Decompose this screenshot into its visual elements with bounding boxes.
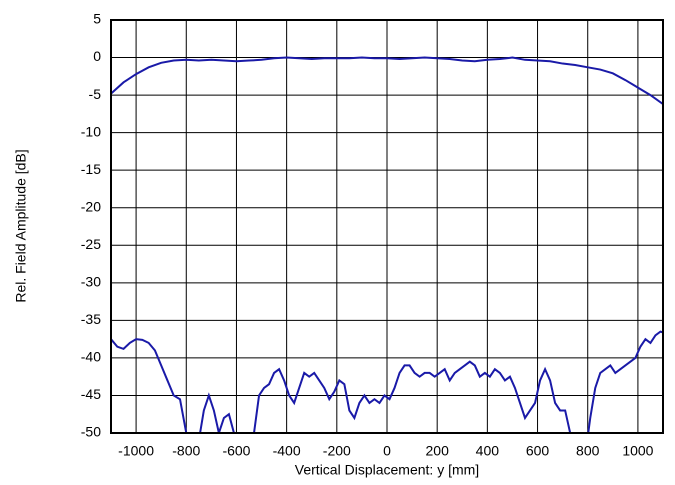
- y-tick-label: -35: [81, 311, 101, 327]
- x-tick-label: -1000: [118, 443, 154, 459]
- data-line: [111, 330, 663, 433]
- x-axis-label: Vertical Displacement: y [mm]: [295, 462, 479, 478]
- plot-frame: [110, 19, 664, 434]
- x-tick-label: -200: [323, 443, 351, 459]
- y-tick-label: -45: [81, 386, 101, 402]
- y-tick-label: -15: [81, 161, 101, 177]
- y-tick-label: -25: [81, 236, 101, 252]
- x-tick-label: -400: [273, 443, 301, 459]
- x-tick-label: 200: [426, 443, 450, 459]
- x-tick-label: 800: [576, 443, 600, 459]
- y-tick-label: 5: [93, 11, 101, 27]
- y-tick-label: 0: [93, 48, 101, 64]
- x-tick-label: 1000: [622, 443, 653, 459]
- y-tick-label: -20: [81, 198, 101, 214]
- y-tick-label: -10: [81, 123, 101, 139]
- x-tick-label: 600: [526, 443, 550, 459]
- y-tick-label: -30: [81, 274, 101, 290]
- x-tick-label: 0: [383, 443, 391, 459]
- plot-area: [111, 56, 663, 433]
- y-tick-label: -5: [89, 86, 102, 102]
- y-tick-label: -40: [81, 349, 101, 365]
- x-tick-label: 400: [476, 443, 500, 459]
- data-line: [111, 56, 663, 105]
- y-axis-label: Rel. Field Amplitude [dB]: [13, 149, 29, 302]
- x-tick-label: -800: [172, 443, 200, 459]
- y-tick-label: -50: [81, 424, 101, 440]
- x-tick-label: -600: [222, 443, 250, 459]
